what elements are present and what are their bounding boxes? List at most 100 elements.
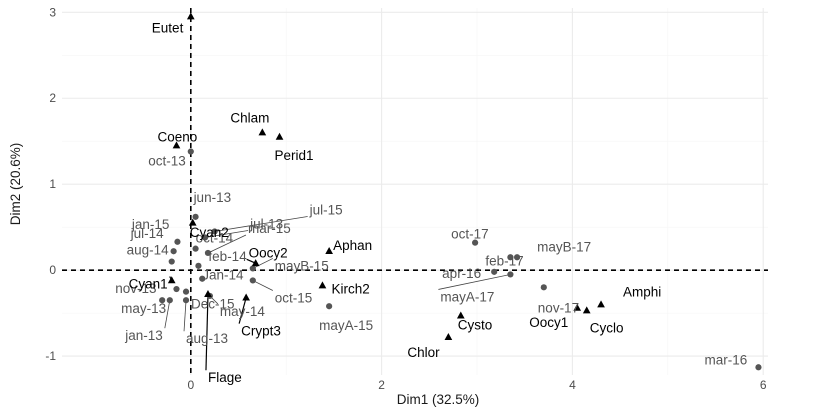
x-axis-title: Dim1 (32.5%) <box>397 392 480 407</box>
site-marker-aug-14 <box>168 258 175 265</box>
species-marker-kirch2 <box>318 281 327 289</box>
site-marker-jan-14 <box>199 275 206 282</box>
species-label-amphi: Amphi <box>623 285 661 300</box>
site-label-oct-13: oct-13 <box>148 154 186 169</box>
site-marker-nov-17 <box>540 284 547 291</box>
site-label-oct-14: oct-14 <box>196 231 234 246</box>
y-tick-label: -1 <box>45 349 56 363</box>
species-label-flage: Flage <box>208 370 242 385</box>
species-marker-flage <box>204 290 212 298</box>
x-tick-label: 4 <box>569 378 576 392</box>
site-label-feb-17: feb-17 <box>485 253 523 268</box>
species-label-kirch2: Kirch2 <box>331 282 369 297</box>
site-marker-dec-15 <box>182 288 190 295</box>
leader-maya-17 <box>438 274 511 290</box>
x-tick-label: 2 <box>378 378 385 392</box>
site-marker-oct-15 <box>249 277 256 284</box>
site-marker-oct-14 <box>192 245 199 252</box>
species-marker-cyan1 <box>167 276 176 284</box>
site-label-maya-17: mayA-17 <box>440 289 494 304</box>
site-label-may-14: may-14 <box>220 304 266 319</box>
species-marker-crypt3 <box>242 293 250 301</box>
site-marker-feb-14 <box>195 262 202 269</box>
site-label-apr-16: apr-16 <box>442 266 481 281</box>
site-label-may-13: may-13 <box>121 301 166 316</box>
y-axis-title: Dim2 (20.6%) <box>8 143 23 226</box>
site-label-jul-15: jul-15 <box>309 202 343 217</box>
site-marker-jul-15 <box>211 228 218 235</box>
species-marker-cyan2 <box>188 218 197 226</box>
site-label-nov-17: nov-17 <box>538 300 579 315</box>
species-label-cysto: Cysto <box>458 318 493 333</box>
leader-mar-15 <box>207 234 247 254</box>
reference-lines <box>62 8 768 375</box>
site-label-aug-14: aug-14 <box>127 243 170 258</box>
species-label-oocy1: Oocy1 <box>529 315 568 330</box>
site-label-dec-15: Dec-15 <box>191 297 235 312</box>
species-label-aphan: Aphan <box>333 238 372 253</box>
site-marker-oct-17 <box>472 239 479 246</box>
site-marker-jan-15 <box>174 238 181 245</box>
site-marker-feb-17 <box>507 254 514 261</box>
data-points <box>159 12 762 371</box>
site-label-maya-15: mayA-15 <box>319 318 373 333</box>
species-label-cyan1: Cyan1 <box>129 276 168 291</box>
site-marker-may-13 <box>159 297 166 304</box>
site-label-jul-13: jul-13 <box>249 216 283 231</box>
site-label-nov-13: nov-13 <box>115 281 156 296</box>
site-marker-mayb-15 <box>249 265 256 272</box>
site-marker-oct-13 <box>187 148 194 155</box>
leader-jan-13 <box>164 300 171 329</box>
species-marker-eutet <box>186 12 195 20</box>
species-label-oocy2: Oocy2 <box>249 245 288 260</box>
species-marker-oocy2 <box>251 259 260 267</box>
site-marker-maya-17 <box>507 271 514 278</box>
y-tick-label: 3 <box>49 5 56 19</box>
y-tick-label: 0 <box>49 263 56 277</box>
site-marker-jul-13 <box>202 234 209 241</box>
x-tick-label: 6 <box>760 378 767 392</box>
site-marker-mar-16 <box>755 364 762 371</box>
x-tick-label: 0 <box>187 378 194 392</box>
point-labels: oct-13 jun-13 jan-15 jul-13 jul-15 jul-14 oct-… <box>115 21 747 386</box>
leader-jul-15 <box>214 216 308 232</box>
species-label-cyan2: Cyan2 <box>190 225 229 240</box>
species-label-perid1: Perid1 <box>275 148 314 163</box>
species-label-chlor: Chlor <box>407 345 440 360</box>
site-label-mayb-17: mayB-17 <box>537 239 591 254</box>
site-marker-jun-13 <box>192 213 199 220</box>
species-label-eutet: Eutet <box>152 21 184 36</box>
species-marker-aphan <box>325 247 333 255</box>
site-label-jan-14: Jan-14 <box>202 268 244 283</box>
site-label-jul-14: jul-14 <box>130 226 165 241</box>
species-label-crypt3: Crypt3 <box>241 324 281 339</box>
site-marker-mayb-17 <box>513 254 521 261</box>
leader-jul-13 <box>205 230 249 238</box>
plot-background <box>62 8 768 375</box>
leader-aug-13 <box>183 300 187 332</box>
leader-flage <box>205 294 209 371</box>
species-label-chlam: Chlam <box>230 111 269 126</box>
site-label-jan-15: jan-15 <box>131 217 170 232</box>
y-tick-label: 1 <box>49 177 56 191</box>
site-marker-apr-16 <box>491 268 498 275</box>
site-label-mar-15: mar-15 <box>248 221 291 236</box>
site-label-aug-13: aug-13 <box>186 331 228 346</box>
species-marker-cysto <box>456 311 465 319</box>
site-marker-aug-13 <box>182 297 190 304</box>
species-marker-chlor <box>444 332 453 340</box>
site-marker-maya-15 <box>326 303 333 310</box>
species-marker-amphi <box>597 300 605 308</box>
species-marker-cyclo <box>582 306 591 314</box>
plot-panel <box>62 8 768 375</box>
site-label-oct-17: oct-17 <box>451 227 489 242</box>
species-label-cyclo: Cyclo <box>590 321 624 336</box>
tick-labels: 0 2 4 6 -1 0 1 2 3 <box>45 5 767 392</box>
site-label-oct-15: oct-15 <box>275 290 313 305</box>
y-tick-label: 2 <box>49 91 56 105</box>
site-marker-jan-13 <box>166 297 173 304</box>
species-marker-coeno <box>172 141 181 149</box>
site-label-mayb-15: mayB-15 <box>275 258 329 273</box>
species-label-coeno: Coeno <box>157 130 197 145</box>
